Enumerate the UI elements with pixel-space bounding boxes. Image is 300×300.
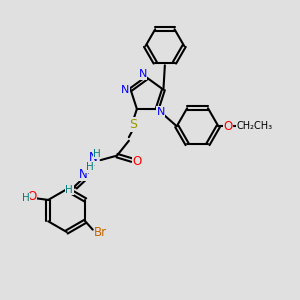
Text: O: O <box>224 120 233 133</box>
Text: CH₂CH₃: CH₂CH₃ <box>236 121 272 131</box>
Text: N: N <box>89 151 98 164</box>
Text: N: N <box>78 168 87 181</box>
Text: O: O <box>27 190 37 203</box>
Text: N: N <box>138 69 147 79</box>
Text: N: N <box>121 85 130 95</box>
Text: H: H <box>22 193 30 203</box>
Text: S: S <box>129 118 137 131</box>
Text: Br: Br <box>94 226 107 239</box>
Text: H: H <box>93 148 101 158</box>
Text: H: H <box>86 162 94 172</box>
Text: O: O <box>133 155 142 168</box>
Text: N: N <box>157 107 165 117</box>
Text: H: H <box>65 185 73 195</box>
